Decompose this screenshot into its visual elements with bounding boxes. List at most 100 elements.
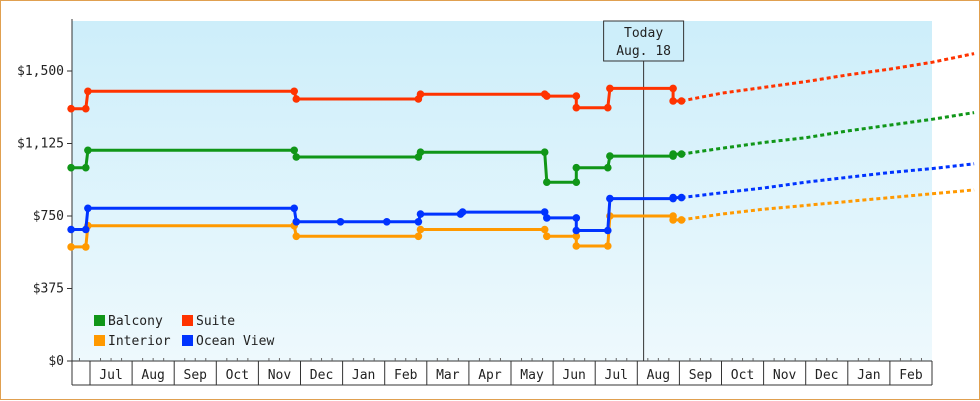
x-tick-label: Sep [184, 368, 208, 383]
data-point-suite [572, 103, 581, 112]
x-tick-label: Nov [773, 368, 797, 383]
x-tick-label: Sep [689, 368, 713, 383]
data-point-balcony [67, 163, 75, 172]
x-tick-label: Jun [562, 368, 585, 383]
data-point-suite [669, 97, 677, 105]
plot-background [72, 21, 932, 361]
data-point-ocean-view [290, 204, 299, 213]
legend-label-ocean-view: Ocean View [196, 334, 274, 349]
y-tick-label: $750 [33, 209, 64, 224]
data-point-ocean-view [383, 218, 391, 226]
today-annotation-box [603, 20, 685, 62]
y-tick-label: $375 [33, 282, 64, 297]
x-tick-label: Jul [605, 368, 628, 383]
data-point-balcony [572, 163, 581, 172]
data-point-balcony [540, 148, 549, 156]
data-point-suite [292, 95, 301, 103]
data-point-suite [572, 92, 581, 100]
data-point-ocean-view [606, 194, 614, 203]
x-tick-label: Aug [141, 368, 164, 383]
data-point-interior [292, 232, 301, 241]
x-tick-label: Jul [99, 368, 122, 383]
data-point-ocean-view [414, 218, 423, 226]
x-tick-label: Dec [310, 368, 333, 383]
legend-label-suite: Suite [196, 314, 235, 329]
data-point-balcony [572, 178, 581, 186]
data-point-ocean-view [677, 193, 686, 202]
data-point-suite [543, 92, 551, 100]
data-point-balcony [82, 163, 90, 172]
x-tick-label: Feb [899, 368, 923, 383]
data-point-interior [572, 232, 581, 241]
data-point-balcony [606, 152, 614, 160]
legend-label-interior: Interior [108, 334, 171, 349]
x-tick-label: Jan [352, 368, 375, 383]
x-tick-label: Oct [226, 368, 249, 383]
data-point-suite [290, 87, 299, 96]
series-forecast-ocean-view [681, 162, 975, 200]
x-tick-label: Oct [731, 368, 754, 383]
x-tick-label: Dec [815, 368, 838, 383]
x-tick-label: Aug [647, 368, 670, 383]
legend-swatch-ocean-view [182, 335, 193, 346]
data-point-ocean-view [336, 218, 345, 226]
data-point-interior [677, 216, 686, 224]
data-point-balcony [292, 153, 301, 161]
data-point-interior [82, 243, 90, 251]
data-point-ocean-view [540, 208, 549, 216]
x-tick-label: Feb [394, 368, 418, 383]
data-point-suite [416, 90, 425, 98]
data-point-interior [572, 242, 581, 250]
x-tick-label: Jan [857, 368, 880, 383]
series-line-balcony [71, 148, 682, 184]
data-point-ocean-view [292, 218, 301, 226]
data-point-ocean-view [82, 225, 90, 234]
data-point-balcony [604, 163, 612, 172]
data-point-ocean-view [416, 210, 425, 218]
data-point-interior [416, 225, 425, 234]
legend-swatch-suite [182, 315, 193, 326]
data-point-balcony [416, 148, 425, 156]
data-point-interior [604, 242, 612, 250]
data-point-ocean-view [604, 226, 612, 235]
data-point-interior [543, 232, 551, 241]
y-tick-label: $1,125 [17, 137, 64, 152]
data-point-ocean-view [572, 214, 581, 222]
data-point-ocean-view [572, 226, 581, 235]
data-point-suite [669, 84, 677, 93]
x-tick-label: Nov [268, 368, 292, 383]
legend-swatch-interior [94, 335, 105, 346]
y-tick-label: $0 [48, 354, 64, 369]
data-point-interior [669, 216, 677, 224]
series-forecast-suite [681, 52, 975, 103]
data-point-balcony [543, 178, 551, 186]
data-point-suite [82, 104, 90, 113]
data-point-balcony [669, 150, 677, 158]
y-tick-label: $1,500 [17, 64, 64, 79]
data-point-suite [84, 87, 92, 96]
data-point-ocean-view [84, 204, 92, 213]
data-point-balcony [84, 146, 92, 155]
x-tick-label: Mar [436, 368, 460, 383]
data-point-interior [67, 243, 75, 251]
data-point-suite [604, 103, 612, 112]
today-annotation-line1: Today [624, 26, 663, 41]
data-point-suite [606, 84, 614, 93]
data-point-ocean-view [669, 193, 677, 202]
data-point-suite [67, 104, 75, 113]
data-point-ocean-view [543, 214, 551, 222]
data-point-interior [540, 225, 549, 234]
data-point-ocean-view [67, 225, 75, 234]
today-annotation-line2: Aug. 18 [616, 44, 671, 59]
x-tick-label: May [520, 368, 544, 383]
data-point-balcony [290, 146, 299, 155]
data-point-ocean-view [458, 208, 467, 216]
data-point-interior [414, 232, 423, 241]
data-point-suite [677, 97, 686, 105]
legend-label-balcony: Balcony [108, 314, 163, 329]
data-point-balcony [677, 150, 686, 158]
series-forecast-balcony [681, 111, 975, 156]
legend-swatch-balcony [94, 315, 105, 326]
